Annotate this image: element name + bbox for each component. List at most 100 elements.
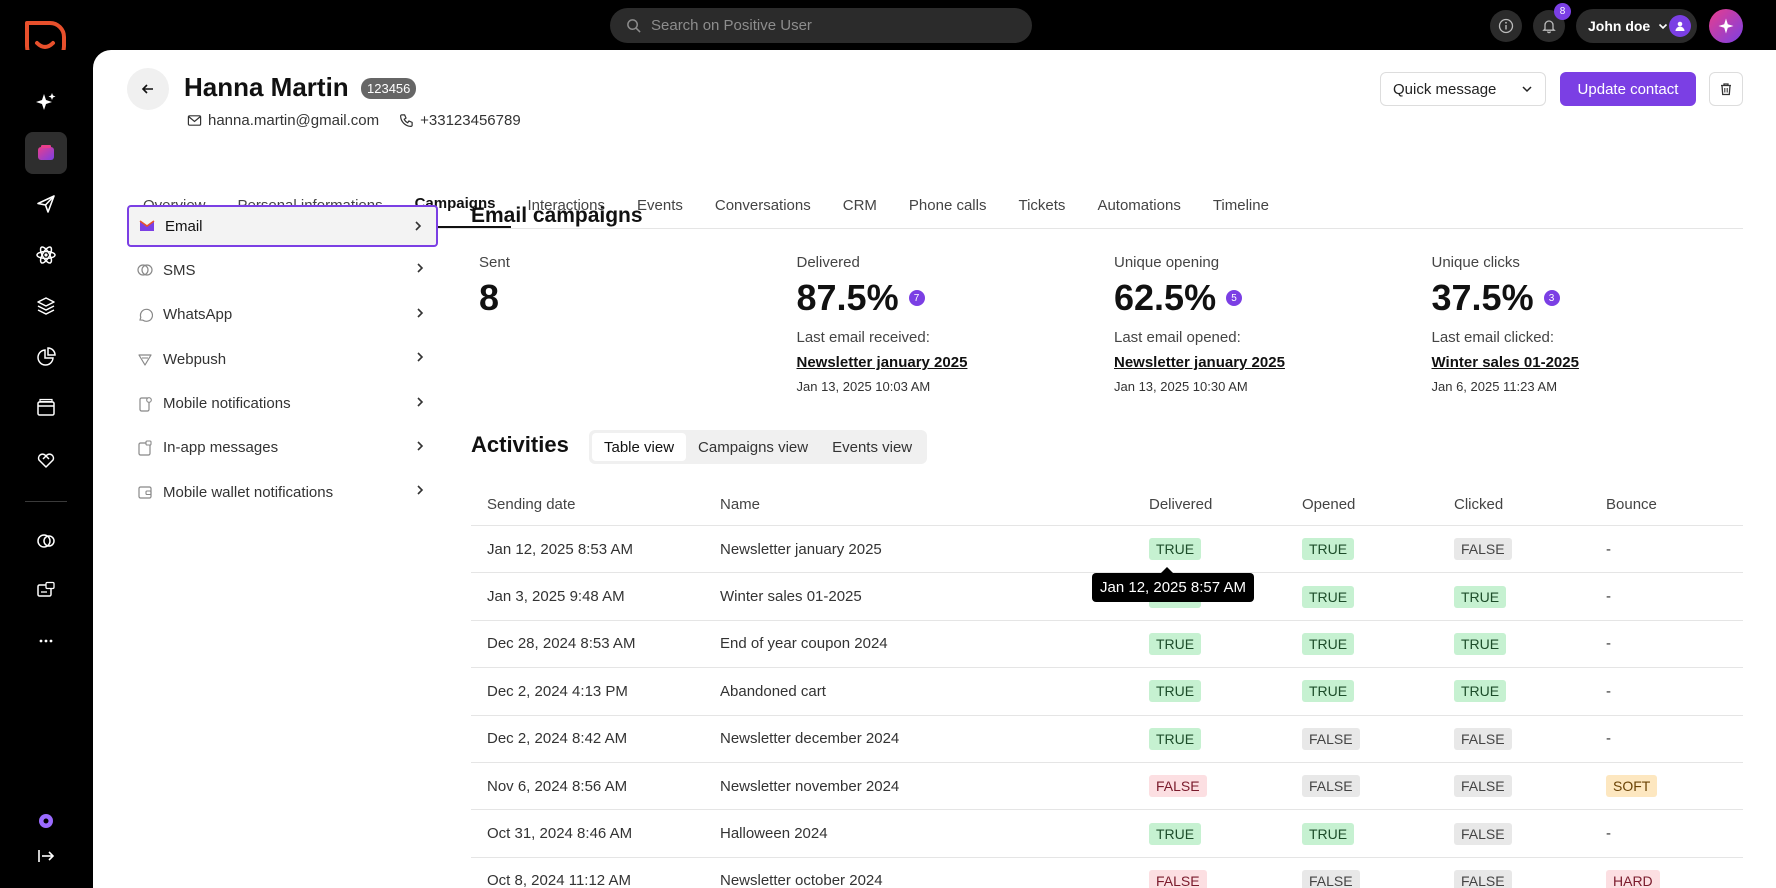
status-badge: TRUE [1149,632,1202,655]
bell-icon [1542,20,1556,34]
channel-label: WhatsApp [163,306,233,324]
paper-plane-icon [37,195,55,213]
top-bar: Search on Positive User 8 John doe [0,0,1776,50]
column-header-clicked[interactable]: Clicked [1454,496,1504,513]
table-row[interactable]: Dec 2, 2024 8:42 AM Newsletter december 2… [471,716,1743,763]
search-placeholder: Search on Positive User [651,17,812,34]
channel-item-mobile-notifications[interactable]: Mobile notifications [127,383,438,425]
cell-opened: FALSE [1286,727,1438,750]
quick-message-select[interactable]: Quick message [1380,72,1546,106]
contact-phone[interactable]: +33123456789 [399,112,521,129]
kpi-last-campaign-link[interactable]: Winter sales 01-2025 [1431,354,1579,371]
column-header-delivered[interactable]: Delivered [1149,496,1213,513]
handshake-icon [37,453,55,468]
delete-contact-button[interactable] [1709,72,1743,106]
back-button[interactable] [127,68,169,110]
chevron-right-icon [417,485,424,495]
cell-delivered: TRUE [1133,538,1286,561]
events-view-button[interactable]: Events view [832,438,913,456]
kpi-unique-opening: Unique opening 62.5% 5 Last email opened:… [1114,254,1432,394]
nav-layers-button[interactable] [25,285,67,327]
column-header-sending-date[interactable]: Sending date [487,496,576,513]
tab-timeline[interactable]: Timeline [1212,197,1269,214]
info-button[interactable] [1490,10,1522,42]
tab-tickets[interactable]: Tickets [1018,197,1066,214]
ai-assistant-button[interactable] [1709,9,1743,43]
nav-collapse-button[interactable] [25,835,67,877]
cell-bounce: - [1606,730,1611,748]
kpi-count-badge: 3 [1543,290,1560,306]
tab-conversations[interactable]: Conversations [714,197,811,214]
tab-automations[interactable]: Automations [1097,197,1181,214]
kpi-delivered: Delivered 87.5% 7 Last email received: Ne… [797,254,1115,394]
channel-item-whatsapp[interactable]: WhatsApp [127,294,438,336]
nav-automations-button[interactable] [25,234,67,276]
status-badge: FALSE [1454,822,1512,845]
column-header-opened[interactable]: Opened [1302,496,1356,513]
channel-item-in-app-messages[interactable]: In-app messages [127,427,438,469]
cell-sending-date: Dec 2, 2024 8:42 AM [487,730,628,748]
column-header-name[interactable]: Name [720,496,761,513]
search-icon [627,19,641,33]
channel-label: Email [165,217,203,235]
nav-templates-button[interactable] [25,387,67,429]
table-row[interactable]: Dec 28, 2024 8:53 AM End of year coupon 2… [471,621,1743,669]
channel-item-sms[interactable]: SMS [127,249,438,291]
user-menu[interactable]: John doe [1576,9,1697,43]
table-row[interactable]: Jan 12, 2025 8:53 AM Newsletter january 2… [471,526,1743,574]
kpi-sub-label: Last email clicked: [1431,329,1555,346]
nav-analytics-button[interactable] [25,336,67,378]
email-campaigns-title: Email campaigns [471,204,643,227]
column-header-bounce[interactable]: Bounce [1606,496,1657,513]
table-row[interactable]: Oct 8, 2024 11:12 AM Newsletter october 2… [471,858,1743,888]
channel-item-mobile-wallet-notifications[interactable]: Mobile wallet notifications [127,471,438,513]
kpi-last-campaign-link[interactable]: Newsletter january 2025 [1114,354,1285,371]
nav-conversations-button[interactable] [25,570,67,612]
contact-name: Hanna Martin [184,72,349,102]
status-badge: HARD [1606,869,1660,888]
contact-email[interactable]: hanna.martin@gmail.com [187,112,379,129]
status-badge: FALSE [1454,727,1512,750]
nav-campaigns-button[interactable] [25,183,67,225]
tab-interactions[interactable]: Interactions [527,197,605,214]
table-row[interactable]: Dec 2, 2024 4:13 PM Abandoned cart TRUE TRU… [471,668,1743,716]
notification-count-badge: 8 [1554,3,1571,20]
search-input[interactable]: Search on Positive User [610,8,1032,43]
atom-icon [36,246,56,264]
contact-id-badge: 123456 [361,78,417,99]
cell-name: Halloween 2024 [720,825,828,843]
channel-item-email[interactable]: Email [127,205,438,247]
kpi-value: 62.5% 5 [1114,277,1432,319]
kpi-sent: Sent 8 [479,254,797,394]
activities-title: Activities [471,432,569,457]
cell-opened: FALSE [1286,869,1438,888]
update-contact-button[interactable]: Update contact [1560,72,1696,106]
kpi-last-campaign-link[interactable]: Newsletter january 2025 [796,354,968,371]
tab-phone-calls[interactable]: Phone calls [908,197,987,214]
tab-crm[interactable]: CRM [842,197,877,214]
table-row[interactable]: Nov 6, 2024 8:56 AM Newsletter november 2… [471,763,1743,811]
status-badge: TRUE [1302,822,1355,845]
table-view-button[interactable]: Table view [592,433,687,461]
campaigns-view-button[interactable]: Campaigns view [698,438,809,456]
nav-contacts-button[interactable] [25,132,67,174]
nav-more-button[interactable] [25,620,67,662]
cell-name: Newsletter january 2025 [720,540,882,558]
nav-integrations-button[interactable] [25,520,67,562]
sms-icon [137,262,153,278]
nav-ai-button[interactable] [25,82,67,124]
nav-status-button[interactable] [25,800,67,842]
kpi-date: Jan 13, 2025 10:30 AM [1114,379,1248,394]
table-row[interactable]: Oct 31, 2024 8:46 AM Halloween 2024 TRUE TR… [471,810,1743,858]
activities-table: Sending date Name Delivered Opened Click… [471,484,1743,888]
wallet-icon [137,484,153,500]
cell-sending-date: Dec 2, 2024 4:13 PM [487,682,628,700]
nav-loyalty-button[interactable] [25,438,67,480]
layers-icon [37,297,55,315]
channel-label: Mobile notifications [163,395,291,413]
table-row[interactable]: Jan 3, 2025 9:48 AM Winter sales 01-2025 T… [471,573,1743,621]
notifications-button[interactable]: 8 [1533,3,1571,42]
cell-clicked: TRUE [1438,680,1590,703]
channel-item-webpush[interactable]: Webpush [127,338,438,380]
tab-events[interactable]: Events [637,197,683,214]
